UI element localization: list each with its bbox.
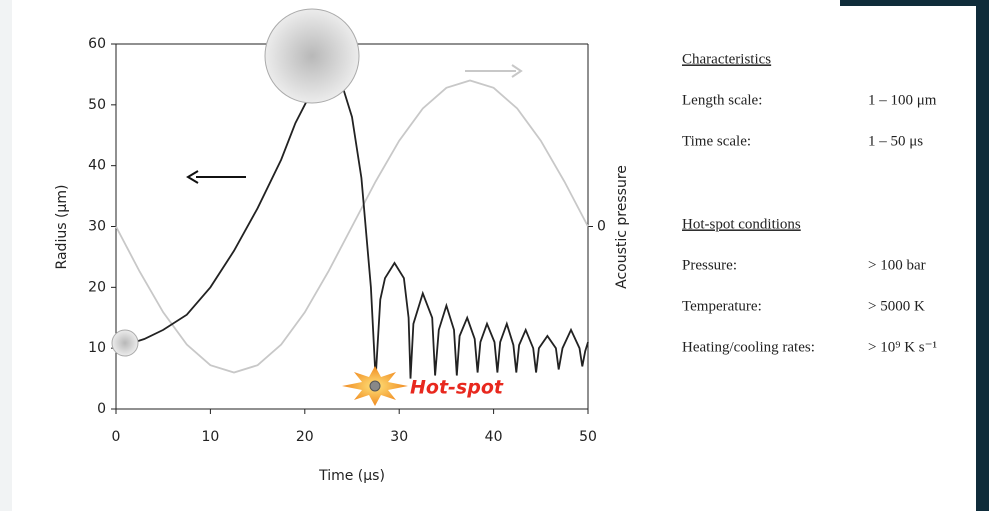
- row-value: > 5000 K: [868, 298, 925, 314]
- decorations: [111, 8, 523, 406]
- row-label: Length scale:: [682, 92, 762, 108]
- info-panel: Characteristics Length scale: 1 – 100 μm Ti…: [682, 51, 937, 355]
- y-axis-label: Radius (μm): [54, 185, 70, 270]
- x-axis-label: Time (μs): [318, 468, 385, 484]
- y-tick-label: 50: [88, 97, 106, 113]
- bubble-small: [111, 329, 139, 357]
- y-tick-label: 40: [88, 158, 106, 174]
- y-tick-label: 20: [88, 279, 106, 295]
- plot: [111, 43, 593, 414]
- row-label: Temperature:: [682, 298, 762, 314]
- x-tick-label: 30: [390, 429, 408, 445]
- x-tick-label: 20: [296, 429, 314, 445]
- row-value: 1 – 100 μm: [868, 92, 937, 108]
- arrow-head: [186, 170, 199, 184]
- section-title: Hot-spot conditions: [682, 216, 801, 232]
- y-tick-label: 10: [88, 340, 106, 356]
- row-value: > 100 bar: [868, 257, 926, 273]
- x-tick-label: 50: [579, 429, 597, 445]
- row-label: Time scale:: [682, 133, 751, 149]
- row-label: Heating/cooling rates:: [682, 339, 815, 355]
- y2-tick-label: 0: [597, 219, 606, 235]
- annotation: Hot-spot: [410, 377, 504, 399]
- y-tick-label: 60: [88, 36, 106, 52]
- y-tick-label: 0: [97, 401, 106, 417]
- x-tick-label: 10: [201, 429, 219, 445]
- section-title: Characteristics: [682, 51, 771, 67]
- edge: [0, 0, 12, 511]
- edge: [840, 0, 989, 6]
- edge: [976, 0, 989, 511]
- hot-spot-bubble: [369, 380, 381, 392]
- row-value: > 10⁹ K s⁻¹: [868, 339, 937, 355]
- x-tick-label: 0: [112, 429, 121, 445]
- series-line: [125, 73, 589, 379]
- series-line: [115, 79, 589, 374]
- y2-axis-label: Acoustic pressure: [614, 165, 630, 289]
- bubble-large: [264, 8, 360, 104]
- y-tick-label: 30: [88, 219, 106, 235]
- row-value: 1 – 50 μs: [868, 133, 923, 149]
- x-tick-label: 40: [485, 429, 503, 445]
- row-label: Pressure:: [682, 257, 737, 273]
- arrow-head: [511, 64, 523, 78]
